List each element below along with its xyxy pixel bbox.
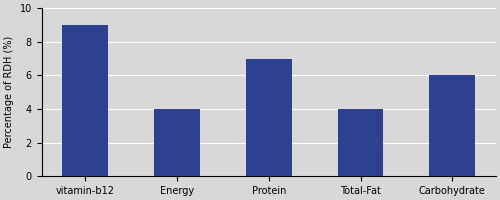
Bar	[154, 109, 200, 176]
Y-axis label: Percentage of RDH (%): Percentage of RDH (%)	[4, 36, 14, 148]
Bar	[246, 59, 292, 176]
Bar	[338, 109, 384, 176]
Bar	[430, 75, 475, 176]
Bar	[62, 25, 108, 176]
